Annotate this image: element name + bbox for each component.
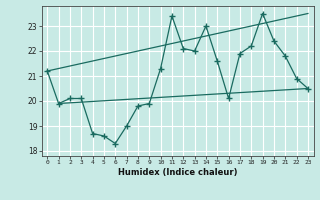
X-axis label: Humidex (Indice chaleur): Humidex (Indice chaleur) (118, 168, 237, 177)
